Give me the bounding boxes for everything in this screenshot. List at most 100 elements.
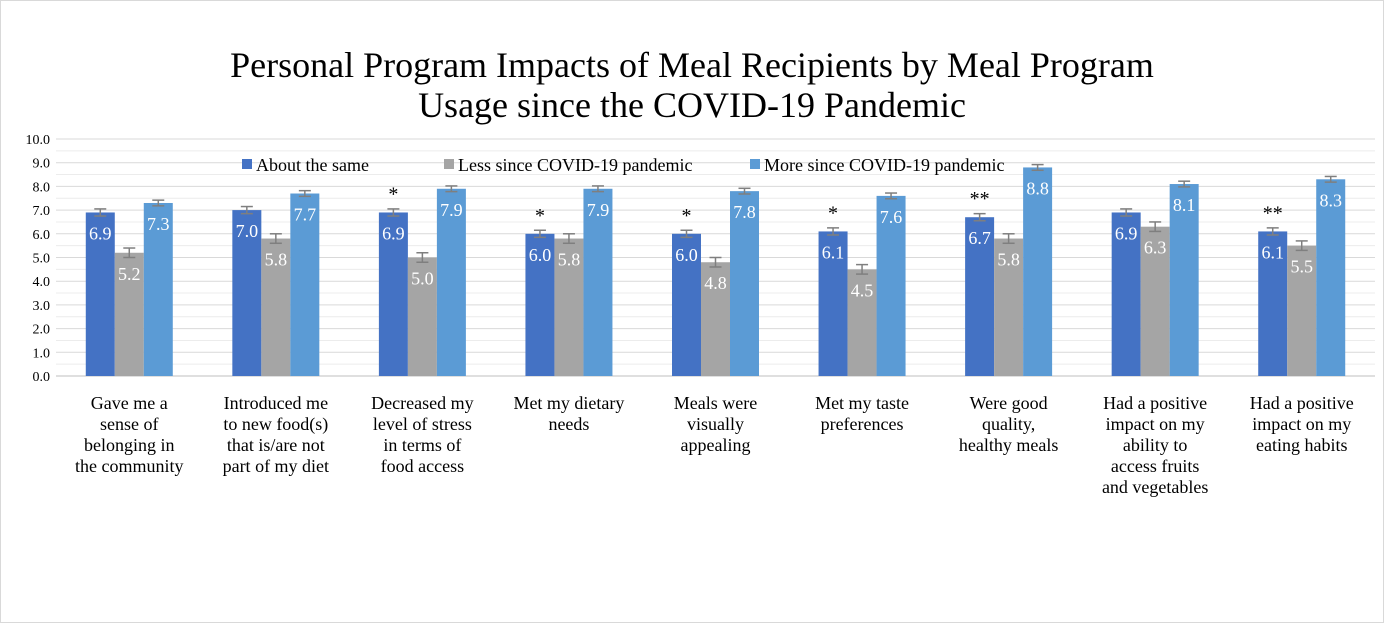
bar [672, 233, 701, 376]
bar [818, 231, 848, 376]
legend-swatch [242, 159, 252, 169]
category-label: preferences [821, 414, 904, 434]
data-label: 6.0 [529, 245, 552, 265]
category-label: Decreased my [371, 393, 473, 413]
data-label: 6.7 [968, 228, 991, 248]
category-label: food access [381, 456, 464, 476]
category-label: Met my dietary [513, 393, 624, 413]
bar [407, 257, 437, 376]
bar [290, 193, 320, 376]
bar [261, 238, 291, 376]
y-tick-label: 7.0 [33, 204, 51, 219]
category-label: impact on my [1106, 414, 1205, 434]
significance-marker: ** [970, 188, 990, 210]
data-label: 6.1 [822, 242, 845, 262]
category-label: sense of [100, 414, 158, 434]
y-tick-label: 6.0 [33, 228, 51, 243]
significance-marker: * [535, 205, 545, 227]
bar [965, 217, 995, 376]
bar [1287, 245, 1317, 376]
significance-marker: * [682, 205, 692, 227]
legend-label: More since COVID-19 pandemic [764, 155, 1004, 175]
chart-title-line-2: Usage since the COVID-19 Pandemic [418, 85, 966, 125]
category-label: level of stress [373, 414, 472, 434]
category-label: access fruits [1111, 456, 1199, 476]
significance-marker: * [388, 183, 398, 205]
data-label: 5.8 [997, 250, 1020, 270]
y-tick-label: 5.0 [33, 252, 51, 267]
bar [525, 233, 555, 376]
category-label: to new food(s) [223, 414, 328, 435]
y-tick-label: 3.0 [33, 299, 51, 314]
bar [1111, 212, 1141, 376]
data-label: 6.1 [1261, 242, 1284, 262]
bar [847, 269, 877, 376]
legend-label: Less since COVID-19 pandemic [458, 155, 692, 175]
significance-marker: * [828, 202, 838, 224]
category-label: ability to [1123, 435, 1188, 455]
bar [730, 191, 759, 376]
category-label: part of my diet [223, 456, 329, 476]
data-label: 5.5 [1290, 257, 1313, 277]
data-label: 6.9 [382, 223, 405, 243]
bar [554, 238, 584, 376]
bar [436, 188, 466, 376]
category-label: impact on my [1252, 414, 1351, 434]
y-tick-label: 8.0 [33, 180, 51, 195]
category-label: eating habits [1256, 435, 1347, 455]
category-label: Introduced me [224, 393, 328, 413]
data-label: 6.3 [1144, 238, 1167, 258]
bar [114, 252, 144, 376]
data-label: 7.8 [733, 202, 756, 222]
category-label: Met my taste [815, 393, 909, 413]
bar [1169, 184, 1199, 376]
category-label: visually [687, 414, 744, 434]
bar [994, 238, 1024, 376]
chart-title-line-1: Personal Program Impacts of Meal Recipie… [230, 45, 1154, 85]
legend-swatch [750, 159, 760, 169]
bar [232, 210, 262, 376]
y-tick-label: 0.0 [33, 370, 51, 385]
bar [1258, 231, 1288, 376]
category-label: appealing [681, 435, 751, 455]
bar [876, 195, 906, 376]
y-tick-label: 9.0 [33, 157, 51, 172]
data-label: 7.9 [587, 200, 610, 220]
data-label: 8.3 [1319, 190, 1342, 210]
bar [143, 202, 173, 376]
data-label: 5.8 [265, 250, 288, 270]
data-label: 7.6 [880, 207, 903, 227]
data-label: 7.0 [236, 221, 259, 241]
data-label: 6.9 [1115, 223, 1138, 243]
bar [1140, 226, 1170, 376]
data-label: 5.0 [411, 269, 434, 289]
y-tick-label: 1.0 [33, 346, 51, 361]
data-label: 5.2 [118, 264, 141, 284]
category-label: quality, [982, 414, 1035, 434]
data-label: 6.0 [675, 245, 698, 265]
bar [1316, 179, 1346, 376]
category-label: in terms of [383, 435, 461, 455]
category-label: Meals were [674, 393, 757, 413]
bar [1023, 167, 1053, 376]
bar [378, 212, 408, 376]
data-label: 4.5 [851, 280, 874, 300]
category-label: belonging in [84, 435, 175, 455]
category-label: Had a positive [1103, 393, 1207, 413]
category-label: the community [75, 456, 183, 476]
data-label: 5.8 [558, 250, 581, 270]
y-tick-label: 4.0 [33, 275, 51, 290]
category-label: Were good [970, 393, 1048, 413]
data-label: 7.7 [294, 205, 317, 225]
significance-marker: ** [1263, 202, 1283, 224]
bar [583, 188, 613, 376]
data-label: 7.9 [440, 200, 463, 220]
legend-swatch [444, 159, 454, 169]
category-label: and vegetables [1102, 477, 1208, 497]
y-tick-label: 2.0 [33, 323, 51, 338]
category-label: needs [548, 414, 589, 434]
data-label: 8.1 [1173, 195, 1196, 215]
category-label: Gave me a [91, 393, 168, 413]
